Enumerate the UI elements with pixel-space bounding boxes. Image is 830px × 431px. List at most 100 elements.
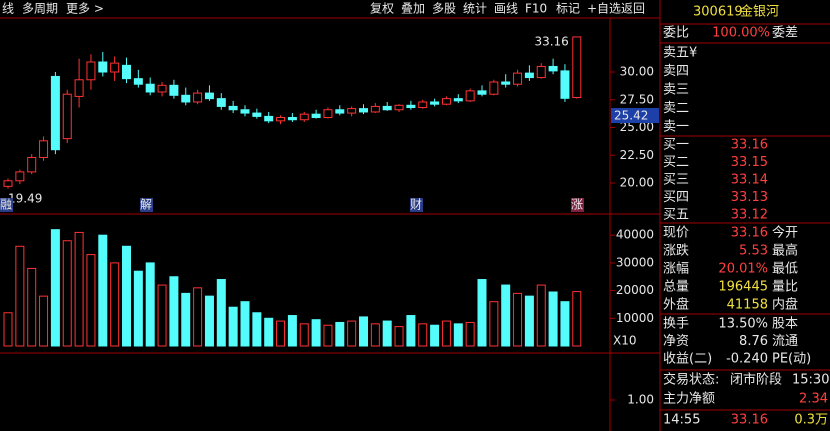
y-tick-label: 20000 — [616, 283, 654, 297]
volume-bar — [489, 301, 499, 347]
volume-bar — [299, 323, 309, 347]
volume-bar — [252, 312, 262, 347]
row-label: 委差 — [772, 26, 798, 41]
event-marker[interactable]: 解 — [140, 198, 152, 212]
candle-body — [98, 61, 108, 73]
toolbar-button[interactable]: 叠加 — [401, 2, 425, 16]
stat-label: 今开 — [772, 225, 798, 241]
volume-bar — [145, 262, 155, 347]
candle-body — [228, 105, 238, 111]
price-tag-box — [611, 108, 659, 123]
row-label: 委比 — [663, 26, 689, 41]
volume-bar — [74, 231, 84, 347]
event-marker-box[interactable] — [0, 198, 13, 212]
stat-value: 13.50% — [718, 317, 768, 332]
ask-label: 卖五¥ — [663, 46, 697, 61]
ask-label: 卖四 — [663, 64, 689, 79]
volume-bar — [501, 284, 511, 347]
stat-value: 41158 — [727, 298, 768, 313]
row-value: 100.00% — [712, 26, 770, 41]
toolbar-button[interactable]: 多周期 — [22, 2, 58, 16]
volume-bar — [524, 295, 534, 347]
bid-label: 买一 — [663, 138, 689, 153]
candle-body — [465, 90, 475, 102]
volume-bar — [347, 320, 357, 347]
candle-body — [252, 112, 262, 117]
volume-bar — [169, 276, 179, 347]
y-tick-label: 30.00 — [620, 65, 654, 79]
stat-label: 最高 — [772, 243, 798, 259]
low-label: 19.49 — [8, 192, 42, 206]
bid-label: 买四 — [663, 190, 689, 205]
volume-bar — [110, 262, 120, 347]
stat-label: 外盘 — [663, 297, 689, 313]
candle-body — [39, 140, 49, 158]
toolbar-button[interactable]: 画线 — [494, 2, 518, 16]
ask-label: 卖二 — [663, 101, 689, 116]
volume-bar — [394, 326, 404, 347]
y-tick-label: 27.50 — [620, 92, 654, 106]
toolbar-button[interactable]: 返回 — [621, 2, 645, 16]
event-marker[interactable]: 涨 — [571, 197, 583, 212]
candle-body — [264, 115, 274, 122]
candle-body — [157, 84, 167, 93]
stat-label: 现价 — [663, 226, 689, 241]
candle-body — [501, 81, 511, 85]
y-tick-label: 1.00 — [627, 393, 654, 407]
volume-bar — [216, 279, 226, 347]
candle-body — [74, 79, 84, 97]
toolbar-button[interactable]: 复权 — [370, 2, 394, 16]
volume-bar — [382, 320, 392, 347]
candle-body — [15, 171, 25, 182]
candle-body — [110, 62, 120, 73]
candle-body — [193, 92, 203, 103]
toolbar-button[interactable]: 标记 — [556, 2, 580, 16]
bid-price: 33.12 — [731, 208, 768, 223]
toolbar-button[interactable]: F10 — [525, 2, 547, 16]
bid-label: 买二 — [663, 155, 689, 170]
toolbar-button[interactable]: 统计 — [463, 2, 487, 16]
volume-bar — [276, 320, 286, 347]
volume-bar — [536, 284, 546, 347]
volume-bar — [311, 319, 321, 347]
flow-value: 2.34 — [799, 392, 828, 407]
candle-body — [204, 92, 214, 100]
candle-body — [572, 36, 582, 99]
bid-label: 买五 — [663, 208, 689, 223]
volume-bar — [406, 315, 416, 347]
high-label: 33.16 — [534, 35, 568, 49]
toolbar-button[interactable]: 线 — [2, 2, 14, 16]
candle-body — [145, 83, 155, 93]
toolbar-button[interactable]: 更多 > — [66, 2, 104, 16]
stat-value: 20.01% — [718, 262, 768, 277]
volume-bar — [264, 317, 274, 347]
tick-price: 33.16 — [731, 413, 768, 428]
volume-bar — [27, 267, 37, 347]
volume-bar — [418, 323, 428, 347]
tick-volume: 0.3万 — [794, 413, 828, 428]
candle-body — [441, 98, 451, 105]
volume-bar — [133, 270, 143, 347]
stat-label: 最低 — [772, 262, 798, 277]
stat-label: 涨跌 — [663, 243, 689, 259]
volume-unit: X10 — [613, 334, 637, 348]
event-marker-box[interactable] — [140, 198, 153, 212]
candle-body — [276, 117, 286, 122]
bid-price: 33.16 — [731, 138, 768, 153]
event-marker[interactable]: 融 — [0, 198, 12, 212]
volume-bar — [287, 315, 297, 347]
candle-body — [133, 78, 143, 85]
toolbar-button[interactable]: 多股 — [432, 2, 456, 16]
event-marker-box[interactable] — [410, 198, 423, 212]
volume-bar — [204, 295, 214, 347]
y-tick-label: 20.00 — [620, 176, 654, 190]
candle-body — [394, 104, 404, 111]
candle-body — [430, 101, 440, 105]
candle-body — [122, 64, 131, 80]
event-marker-box[interactable] — [571, 198, 584, 212]
event-marker[interactable]: 财 — [410, 198, 422, 212]
toolbar-button[interactable]: +自选 — [587, 2, 621, 16]
candle-body — [489, 81, 499, 95]
stat-label: 股本 — [772, 317, 798, 332]
volume-bar — [50, 229, 60, 347]
